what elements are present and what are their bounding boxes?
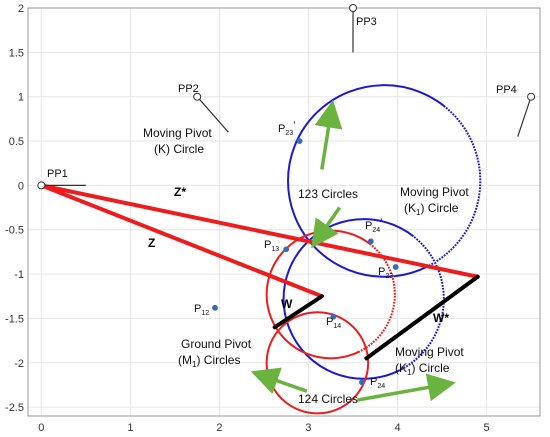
point-p24 (359, 379, 365, 386)
link-z (39, 183, 324, 299)
circle-dotted-arc-1 (427, 104, 482, 268)
circle-dotted-arc-3 (359, 243, 397, 353)
x-tick-label: 5 (484, 422, 490, 434)
label-moving-k1-bot-2: (K1) Circle (395, 361, 450, 377)
green-arrow-1 (314, 99, 343, 170)
pivot-line-4 (517, 96, 532, 137)
label-p13: P13 (264, 239, 279, 253)
green-arrow-4 (357, 373, 456, 402)
y-tick-label: -0.5 (5, 225, 24, 237)
x-tick-label: 3 (305, 422, 311, 434)
green-arrow-3 (250, 367, 308, 394)
x-tick-label: 0 (38, 422, 44, 434)
x-tick-label: 4 (394, 422, 400, 434)
label-w-star: W* (433, 311, 449, 325)
label-p14: P14 (326, 316, 341, 330)
y-tick-label: 0 (18, 180, 24, 192)
label-p12: P12 (194, 303, 209, 317)
circle-4 (265, 311, 370, 415)
y-tick-label: -1.5 (5, 313, 24, 325)
y-tick-label: 0.5 (9, 136, 24, 148)
label-123-circles: 123 Circles (298, 187, 358, 201)
label-ground-2: (M1) Circles (178, 353, 240, 369)
point-p12 (212, 304, 218, 311)
y-tick-label: -1 (14, 269, 24, 281)
link-w-star (364, 274, 480, 361)
label-w: W (281, 297, 293, 311)
label-moving-k1-bot-1: Moving Pivot (395, 345, 464, 359)
x-tick-label: 1 (127, 422, 133, 434)
pivot-marker-2 (193, 92, 202, 101)
label-124-circles: 124 Circles (298, 392, 358, 406)
green-arrow-2 (311, 206, 342, 249)
label-moving-k1-top-1: Moving Pivot (400, 185, 469, 199)
label-ground-1: Ground Pivot (181, 337, 252, 351)
link-w (272, 294, 324, 330)
y-tick-label: 1.5 (9, 47, 24, 59)
axes: 0 1 2 3 4 5 2 1.5 1 0.5 0 -0.5 -1 -1.5 -2 -2.5 (5, 3, 541, 434)
y-tick-label: 1 (18, 92, 24, 104)
points (212, 138, 399, 386)
label-moving-k-1: Moving Pivot (143, 126, 212, 140)
label-moving-k1-top-2: (K1) Circle (404, 201, 459, 217)
grid (28, 7, 540, 416)
links (39, 183, 480, 361)
point-p14 (330, 313, 337, 320)
link-z-star (39, 183, 480, 279)
pivot-lines (37, 4, 536, 190)
label-z: Z (148, 236, 155, 250)
pivot-marker-1 (37, 181, 46, 190)
label-pp3: PP3 (356, 16, 377, 28)
point-p23 (392, 264, 399, 270)
point-p23_prime (296, 138, 303, 144)
label-moving-k-2: (K) Circle (154, 142, 204, 156)
label-z-star: Z* (174, 185, 186, 199)
y-tick-label: -2.5 (5, 402, 24, 414)
pivot-marker-4 (527, 92, 536, 101)
annotation-labels: PP1 PP2 PP3 PP4 Moving Pivot (K) Circle … (47, 16, 517, 406)
label-p23: P23 (378, 266, 393, 280)
plot-frame (27, 7, 541, 417)
pivot-line-2 (196, 96, 229, 133)
x-tick-label: 2 (216, 422, 222, 434)
y-tick-label: 2 (18, 3, 24, 15)
label-pp2: PP2 (178, 83, 199, 95)
y-tick-label: -2 (14, 358, 24, 370)
arrows (250, 99, 456, 402)
label-pp4: PP4 (496, 84, 517, 96)
point-p24_prime (367, 238, 374, 245)
label-p24-prime: P24’ (365, 217, 383, 234)
point-p13 (283, 246, 290, 253)
pivot-marker-3 (349, 4, 358, 12)
label-p24: P24 (370, 376, 385, 390)
label-pp1: PP1 (47, 168, 68, 180)
label-p23-prime: P23’ (278, 120, 296, 137)
